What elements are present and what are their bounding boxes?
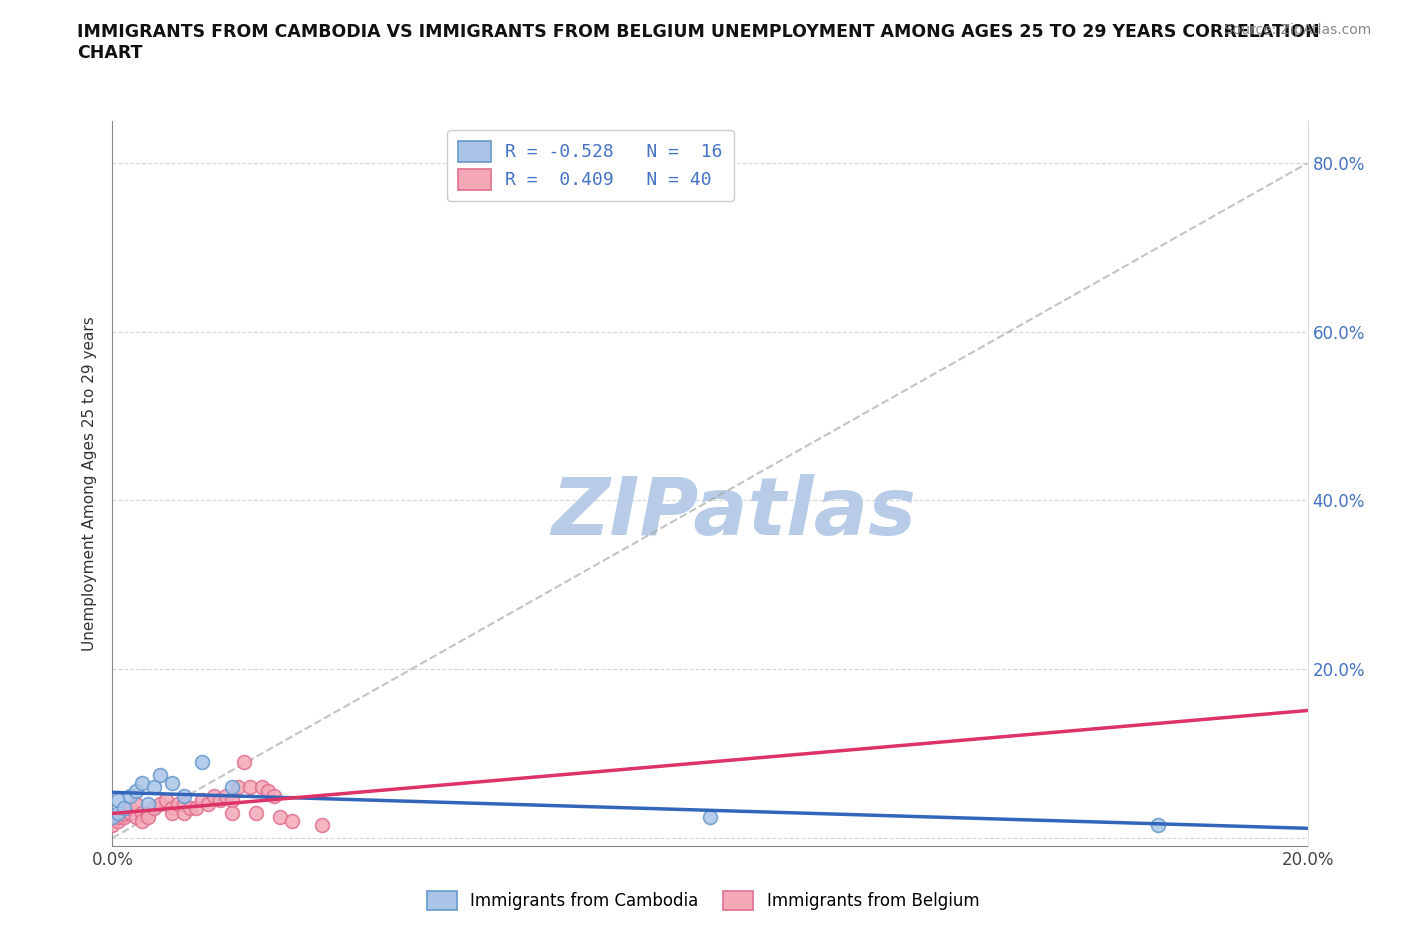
Point [281,814,304,829]
Point [311,817,333,832]
Point [239,780,262,795]
Point [155,792,177,807]
Point [101,809,124,824]
Point [221,792,243,807]
Point [149,767,172,782]
Point [120,789,142,804]
Point [114,807,135,822]
Point [162,805,183,820]
Point [221,780,243,795]
Text: IMMIGRANTS FROM CAMBODIA VS IMMIGRANTS FROM BELGIUM UNEMPLOYMENT AMONG AGES 25 T: IMMIGRANTS FROM CAMBODIA VS IMMIGRANTS F… [77,23,1320,62]
Point [162,776,183,790]
Point [120,801,142,816]
Point [186,801,208,816]
Legend: R = -0.528   N =  16, R =  0.409   N = 40: R = -0.528 N = 16, R = 0.409 N = 40 [447,130,734,201]
Point [125,784,148,799]
Point [221,805,243,820]
Point [149,797,172,812]
Text: Source: ZipAtlas.com: Source: ZipAtlas.com [1223,23,1371,37]
Point [209,792,232,807]
Point [120,805,142,820]
Point [101,817,124,832]
Point [245,805,267,820]
Point [162,801,183,816]
Point [250,780,273,795]
Point [257,784,280,799]
Point [138,809,160,824]
Point [131,805,153,820]
Point [233,754,256,769]
Point [107,805,129,820]
Point [173,805,195,820]
Point [125,809,148,824]
Legend: Immigrants from Cambodia, Immigrants from Belgium: Immigrants from Cambodia, Immigrants fro… [420,884,986,917]
Point [215,789,238,804]
Point [107,814,129,829]
Point [143,801,166,816]
Point [263,789,285,804]
Point [226,780,249,795]
Point [179,801,201,816]
Point [699,809,721,824]
Point [202,789,225,804]
Point [131,814,153,829]
Point [173,797,195,812]
Point [173,789,195,804]
Text: ZIPatlas: ZIPatlas [551,473,917,551]
Y-axis label: Unemployment Among Ages 25 to 29 years: Unemployment Among Ages 25 to 29 years [82,316,97,651]
Point [114,801,135,816]
Point [191,792,214,807]
Point [138,797,160,812]
Point [191,754,214,769]
Point [131,776,153,790]
Point [197,797,219,812]
Point [114,809,135,824]
Point [125,797,148,812]
Point [269,809,291,824]
Point [167,797,190,812]
Point [107,792,129,807]
Point [107,809,129,824]
Point [143,780,166,795]
Point [138,805,160,820]
Point [1147,817,1170,832]
